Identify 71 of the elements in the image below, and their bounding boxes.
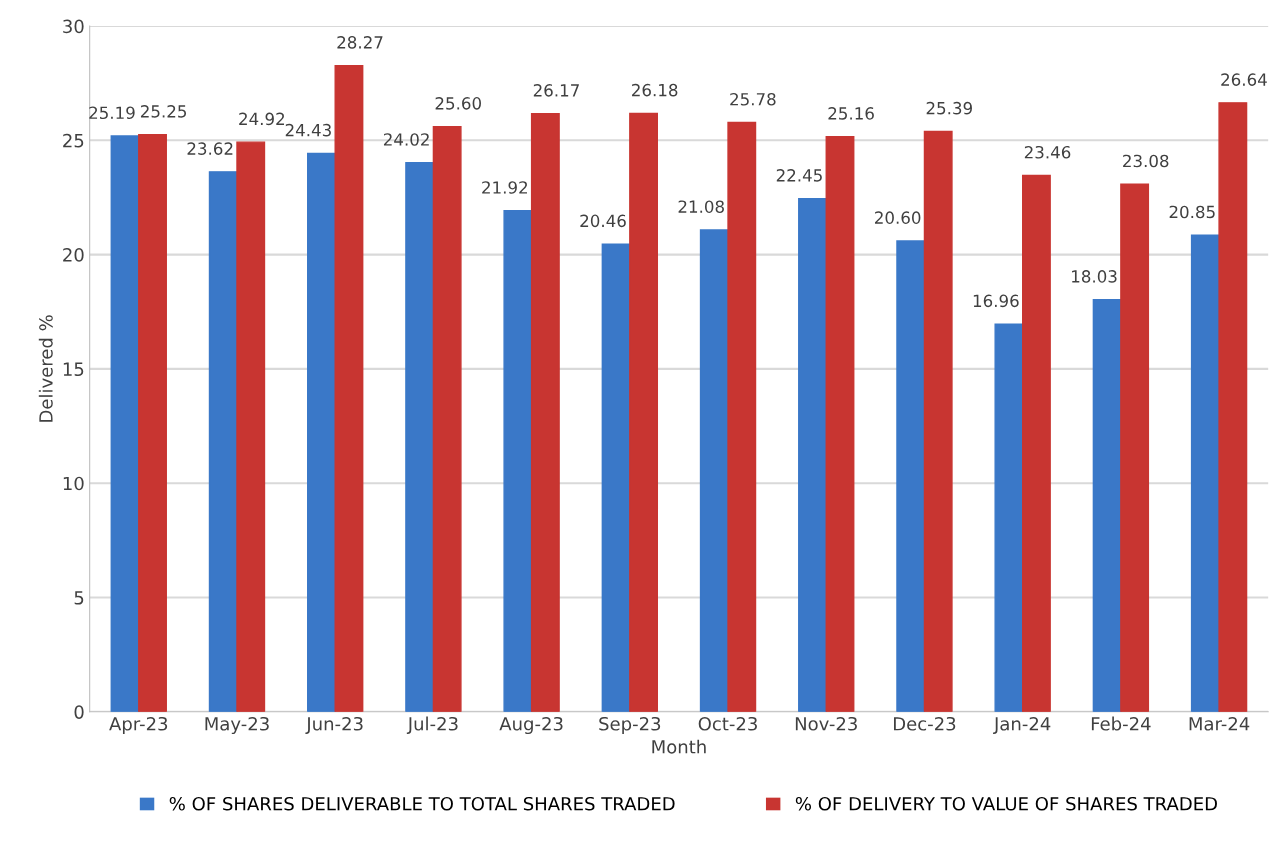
bar: [699, 229, 729, 712]
data-label: 24.43: [285, 123, 331, 137]
bar: [110, 135, 140, 712]
data-label: 26.18: [632, 83, 678, 97]
data-label: 16.96: [973, 294, 1019, 308]
data-label: 22.45: [776, 169, 822, 182]
y-tick-label: 15: [63, 362, 84, 377]
y-tick-label: 0: [74, 705, 84, 719]
bar: [1218, 102, 1248, 712]
data-label: 25.16: [828, 107, 874, 120]
bar: [825, 135, 855, 712]
data-label: 20.60: [875, 211, 921, 224]
bar: [307, 152, 336, 712]
bar: [236, 141, 266, 712]
bar: [1021, 174, 1051, 712]
data-label: 24.02: [383, 133, 429, 146]
x-tick-label: Dec-23: [894, 716, 956, 731]
bar: [405, 162, 435, 712]
data-label: 25.25: [140, 105, 187, 118]
bar: [1092, 298, 1122, 712]
bar: [1190, 234, 1220, 712]
x-tick-label: Jan-24: [993, 716, 1051, 734]
bar: [208, 171, 238, 712]
bar: [994, 323, 1024, 712]
data-label: 23.46: [1024, 145, 1071, 159]
y-tick-label: 20: [63, 248, 84, 262]
x-axis-title: Month: [652, 739, 706, 754]
data-label: 28.27: [337, 36, 383, 49]
y-tick-label: 30: [63, 19, 84, 34]
data-label: 23.62: [187, 142, 233, 155]
bar: [503, 210, 533, 712]
data-label: 25.78: [730, 92, 776, 106]
data-label: 18.03: [1072, 270, 1117, 283]
data-label: 20.46: [580, 214, 626, 228]
x-tick-label: Mar-24: [1189, 716, 1250, 731]
bar: [1120, 183, 1150, 712]
x-tick-label: Feb-24: [1091, 716, 1151, 731]
data-label: 25.39: [926, 101, 972, 115]
bar: [798, 197, 827, 712]
data-label: 20.85: [1169, 205, 1215, 219]
bar: [896, 240, 926, 712]
legend-label: % OF DELIVERY TO VALUE OF SHARES TRADED: [795, 796, 1217, 811]
bar: [334, 64, 364, 712]
x-tick-label: Apr-23: [109, 716, 168, 735]
x-tick-label: Oct-23: [698, 716, 757, 731]
bar: [727, 121, 757, 712]
bar: [601, 243, 631, 712]
x-tick-label: Aug-23: [499, 716, 563, 735]
data-label: 26.17: [533, 84, 579, 97]
y-tick-label: 10: [63, 476, 84, 491]
x-tick-label: May-23: [205, 716, 269, 735]
bar: [923, 130, 953, 712]
data-label: 21.92: [482, 181, 527, 194]
y-tick-label: 25: [63, 133, 84, 148]
data-label: 26.64: [1221, 73, 1267, 86]
data-label: 24.92: [239, 112, 285, 126]
legend-label: % OF SHARES DELIVERABLE TO TOTAL SHARES TRADED: [169, 796, 675, 811]
x-tick-label: Nov-23: [795, 716, 857, 731]
bar: [530, 112, 560, 712]
data-label: 21.08: [678, 200, 724, 213]
data-label: 25.60: [435, 97, 481, 110]
y-axis-title: Delivered %: [38, 315, 53, 422]
bar: [432, 125, 462, 712]
x-tick-label: Sep-23: [599, 716, 661, 735]
bar: [138, 133, 167, 712]
data-label: 23.08: [1123, 154, 1169, 168]
x-tick-label: Jun-23: [305, 716, 363, 734]
x-tick-label: Jul-23: [406, 716, 458, 734]
data-label: 25.19: [89, 106, 135, 120]
bar: [629, 112, 659, 712]
y-tick-label: 5: [74, 591, 84, 605]
